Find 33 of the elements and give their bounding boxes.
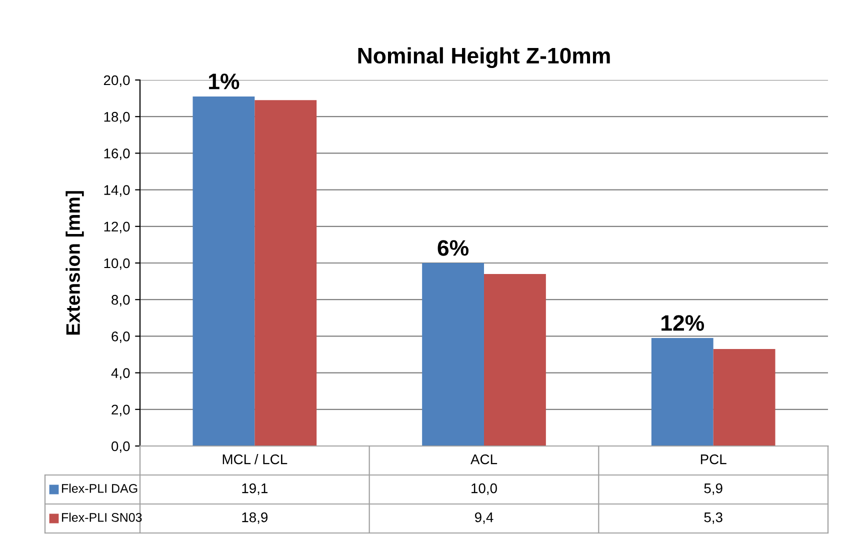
bar [254,100,317,446]
legend-label: Flex-PLI DAG [62,484,138,493]
y-axis-title: Extension [mm] [66,191,84,335]
data-label: 18,9 [242,512,268,524]
annotation: 6% [438,240,469,256]
y-tick-label: 12,0 [104,222,130,234]
y-tick-label: 6,0 [112,332,130,344]
data-label: 5,3 [704,512,722,524]
bar [484,274,546,446]
bar [651,338,714,446]
data-label: 19,1 [242,483,268,495]
y-tick-label: 4,0 [111,368,130,380]
chart-title: Nominal Height Z-10mm [358,47,610,68]
annotation: 12% [662,315,704,331]
data-label: 9,4 [475,512,494,524]
y-tick-label: 16,0 [104,148,130,160]
y-tick-label: 20,0 [104,75,130,87]
data-label: 10,0 [472,483,497,495]
bar [713,349,776,446]
legend-label: Flex-PLI SN03 [62,512,142,522]
y-tick-label: 18,0 [104,112,130,124]
y-tick-label: 10,0 [104,258,130,270]
x-tick-label: PCL [700,454,726,464]
annotation: 1% [209,74,240,90]
data-label: 5,9 [704,483,722,495]
x-tick-label: MCL / LCL [222,454,288,464]
x-tick-label: ACL [470,454,498,464]
y-tick-label: 2,0 [112,404,130,416]
y-tick-label: 0,0 [112,441,130,453]
bar [192,96,255,446]
y-tick-label: 14,0 [104,185,130,197]
y-tick-label: 8,0 [112,294,130,306]
bar [422,263,484,446]
